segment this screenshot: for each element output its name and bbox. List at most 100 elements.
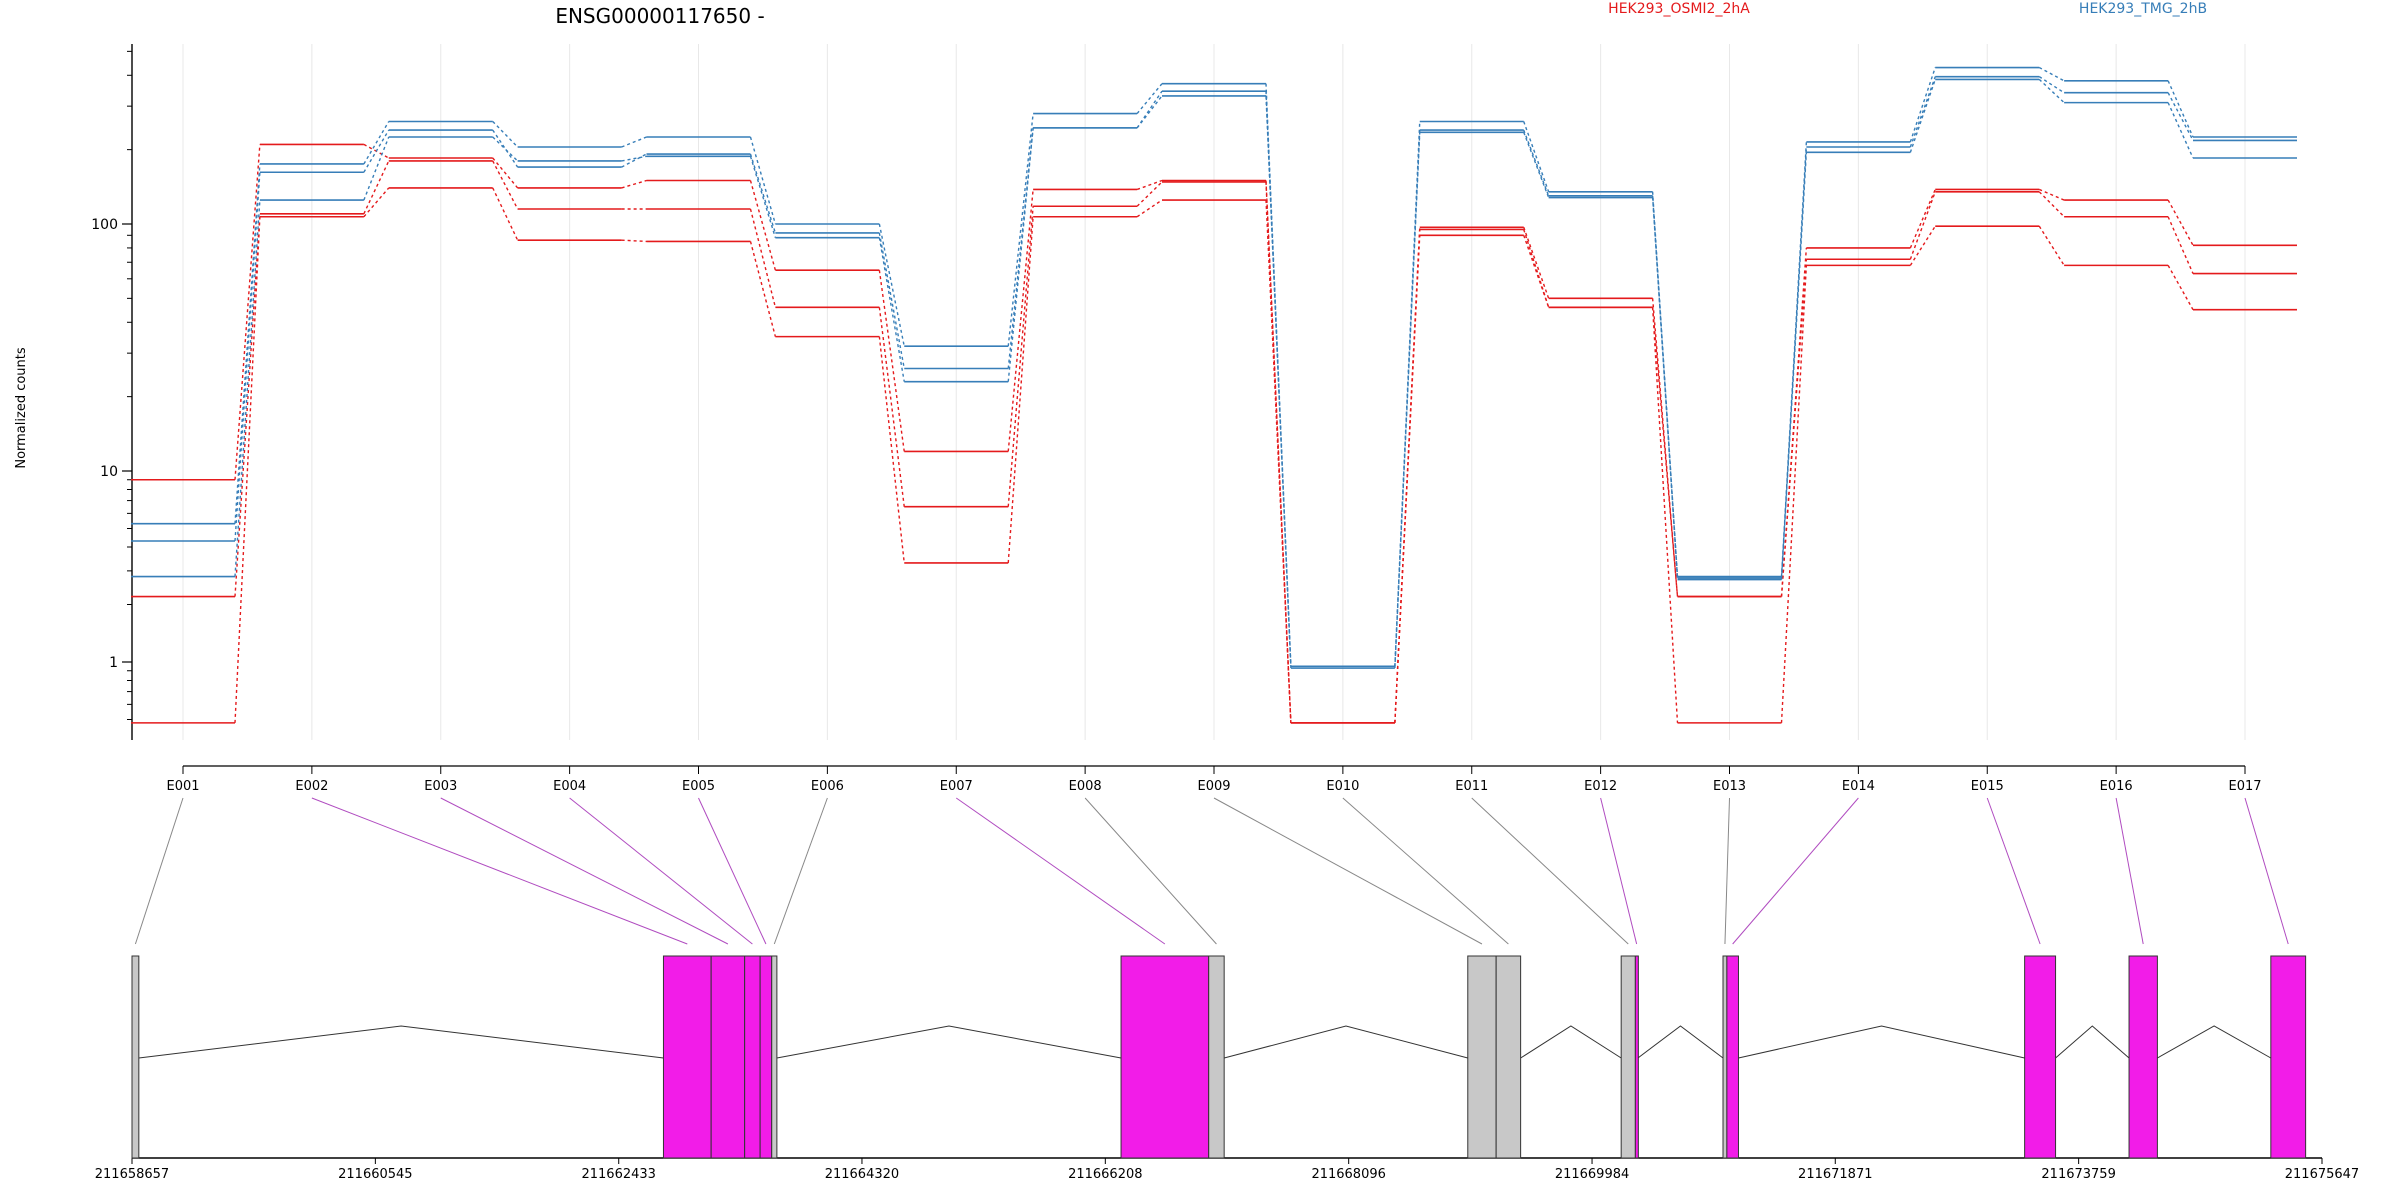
exon-connector-e017 xyxy=(2244,797,2289,945)
series-connector xyxy=(1909,76,1936,148)
series-connector xyxy=(234,144,261,480)
exon-connector-e015 xyxy=(1986,797,2041,945)
series-connector xyxy=(1007,189,1034,452)
series-connector xyxy=(492,157,519,189)
genomic-tick-label: 211669984 xyxy=(1555,1167,1629,1182)
series-connector xyxy=(1136,199,1163,218)
genomic-tick-label: 211671871 xyxy=(1798,1167,1872,1182)
series-connector xyxy=(878,232,905,369)
exon-box-e012 xyxy=(1634,955,1639,1159)
series-connector xyxy=(1651,197,1679,580)
series-6 xyxy=(131,78,2297,669)
x-tick-label-e007: E007 xyxy=(940,779,973,794)
series-connector xyxy=(1780,259,1808,597)
exon-box-e011 xyxy=(1620,955,1636,1159)
series-connector xyxy=(1523,235,1550,308)
grid-lines xyxy=(182,44,2246,740)
exon-connector-e011 xyxy=(1471,797,1629,945)
exon-connector-e008 xyxy=(1084,797,1217,945)
intron-line xyxy=(776,1025,1122,1059)
series-connector xyxy=(621,136,647,148)
series-connector xyxy=(1394,132,1421,669)
series-connector xyxy=(1909,67,1936,143)
exon-box-e014 xyxy=(1726,955,1739,1159)
exon-box-e010 xyxy=(1495,955,1522,1159)
series-connector xyxy=(1909,191,1936,260)
series-connector xyxy=(363,187,390,218)
series-connector xyxy=(492,187,519,241)
series-connector xyxy=(492,121,519,148)
series-connector xyxy=(878,307,905,507)
series-connector xyxy=(234,213,261,597)
exon-connector-e006 xyxy=(773,797,828,945)
series-connector xyxy=(234,216,261,723)
series-connector xyxy=(878,237,905,382)
series-connector xyxy=(492,160,519,210)
genomic-tick-label: 211675647 xyxy=(2285,1167,2359,1182)
legend-entry-osmi2: HEK293_OSMI2_2hA xyxy=(1608,1,1750,17)
series-connector xyxy=(363,129,390,173)
exon-connectors xyxy=(134,797,2289,945)
exon-connector-e003 xyxy=(440,797,729,945)
exon-connector-e010 xyxy=(1342,797,1509,945)
series-connector xyxy=(234,200,261,577)
x-tick-label-e016: E016 xyxy=(2100,779,2133,794)
series-connector xyxy=(1136,95,1163,129)
series-connector xyxy=(621,239,647,243)
genomic-tick-label: 211673759 xyxy=(2041,1167,2115,1182)
series-connector xyxy=(878,336,905,564)
series-connector xyxy=(1523,121,1550,193)
series-connector xyxy=(2167,80,2194,138)
exon-connector-e009 xyxy=(1213,797,1483,945)
exon-connector-e016 xyxy=(2115,797,2144,945)
series-connector xyxy=(234,163,261,524)
x-tick-label-e014: E014 xyxy=(1842,779,1875,794)
genomic-tick-label: 211662433 xyxy=(581,1167,655,1182)
series-connector xyxy=(363,136,390,201)
exon-box-e004 xyxy=(744,955,761,1159)
x-tick-label-e001: E001 xyxy=(166,779,199,794)
exon-box-e016 xyxy=(2128,955,2158,1159)
series-connector xyxy=(1007,216,1034,564)
genomic-tick-label: 211668096 xyxy=(1311,1167,1385,1182)
y-axis-label: Normalized counts xyxy=(14,347,29,469)
genomic-tick-label: 211660545 xyxy=(338,1167,412,1182)
series-connector xyxy=(1780,265,1808,723)
exon-connector-e004 xyxy=(569,797,753,945)
series-connector xyxy=(1909,79,1936,153)
series-3 xyxy=(131,187,2297,724)
series-connector xyxy=(2038,66,2065,82)
x-tick-label-e004: E004 xyxy=(553,779,586,794)
x-tick-label-e015: E015 xyxy=(1971,779,2004,794)
exon-box-e007 xyxy=(1120,955,1210,1159)
exon-box-e017 xyxy=(2270,955,2307,1159)
exon-connector-e002 xyxy=(311,797,688,945)
series-connector xyxy=(2167,102,2194,159)
series-connector xyxy=(878,270,905,452)
exon-box-e003 xyxy=(710,955,746,1159)
exon-connector-e001 xyxy=(134,797,184,945)
x-tick-label-e006: E006 xyxy=(811,779,844,794)
series-connector xyxy=(1651,307,1679,597)
series-connector xyxy=(2038,191,2065,218)
exon-box-e013 xyxy=(1722,955,1728,1159)
series-connector xyxy=(1265,95,1292,669)
exon-connector-e012 xyxy=(1600,797,1638,945)
series-connector xyxy=(2038,188,2065,201)
series-connector xyxy=(2167,265,2194,310)
series-connector xyxy=(2038,76,2065,94)
genomic-tick-label: 211658657 xyxy=(95,1167,169,1182)
x-tick-label-e013: E013 xyxy=(1713,779,1746,794)
exon-connector-e014 xyxy=(1732,797,1859,945)
y-tick-label: 1 xyxy=(109,655,118,671)
y-tick-label: 10 xyxy=(100,464,118,480)
x-tick-label-e008: E008 xyxy=(1069,779,1102,794)
exon-connector-e007 xyxy=(955,797,1166,945)
genomic-tick-label: 211664320 xyxy=(825,1167,899,1182)
intron-line xyxy=(2157,1025,2272,1059)
series-connector xyxy=(621,179,647,189)
series-connector xyxy=(1780,152,1808,580)
series-connector xyxy=(1523,227,1550,299)
series-connector xyxy=(492,129,519,168)
exon-box-e008 xyxy=(1208,955,1225,1159)
